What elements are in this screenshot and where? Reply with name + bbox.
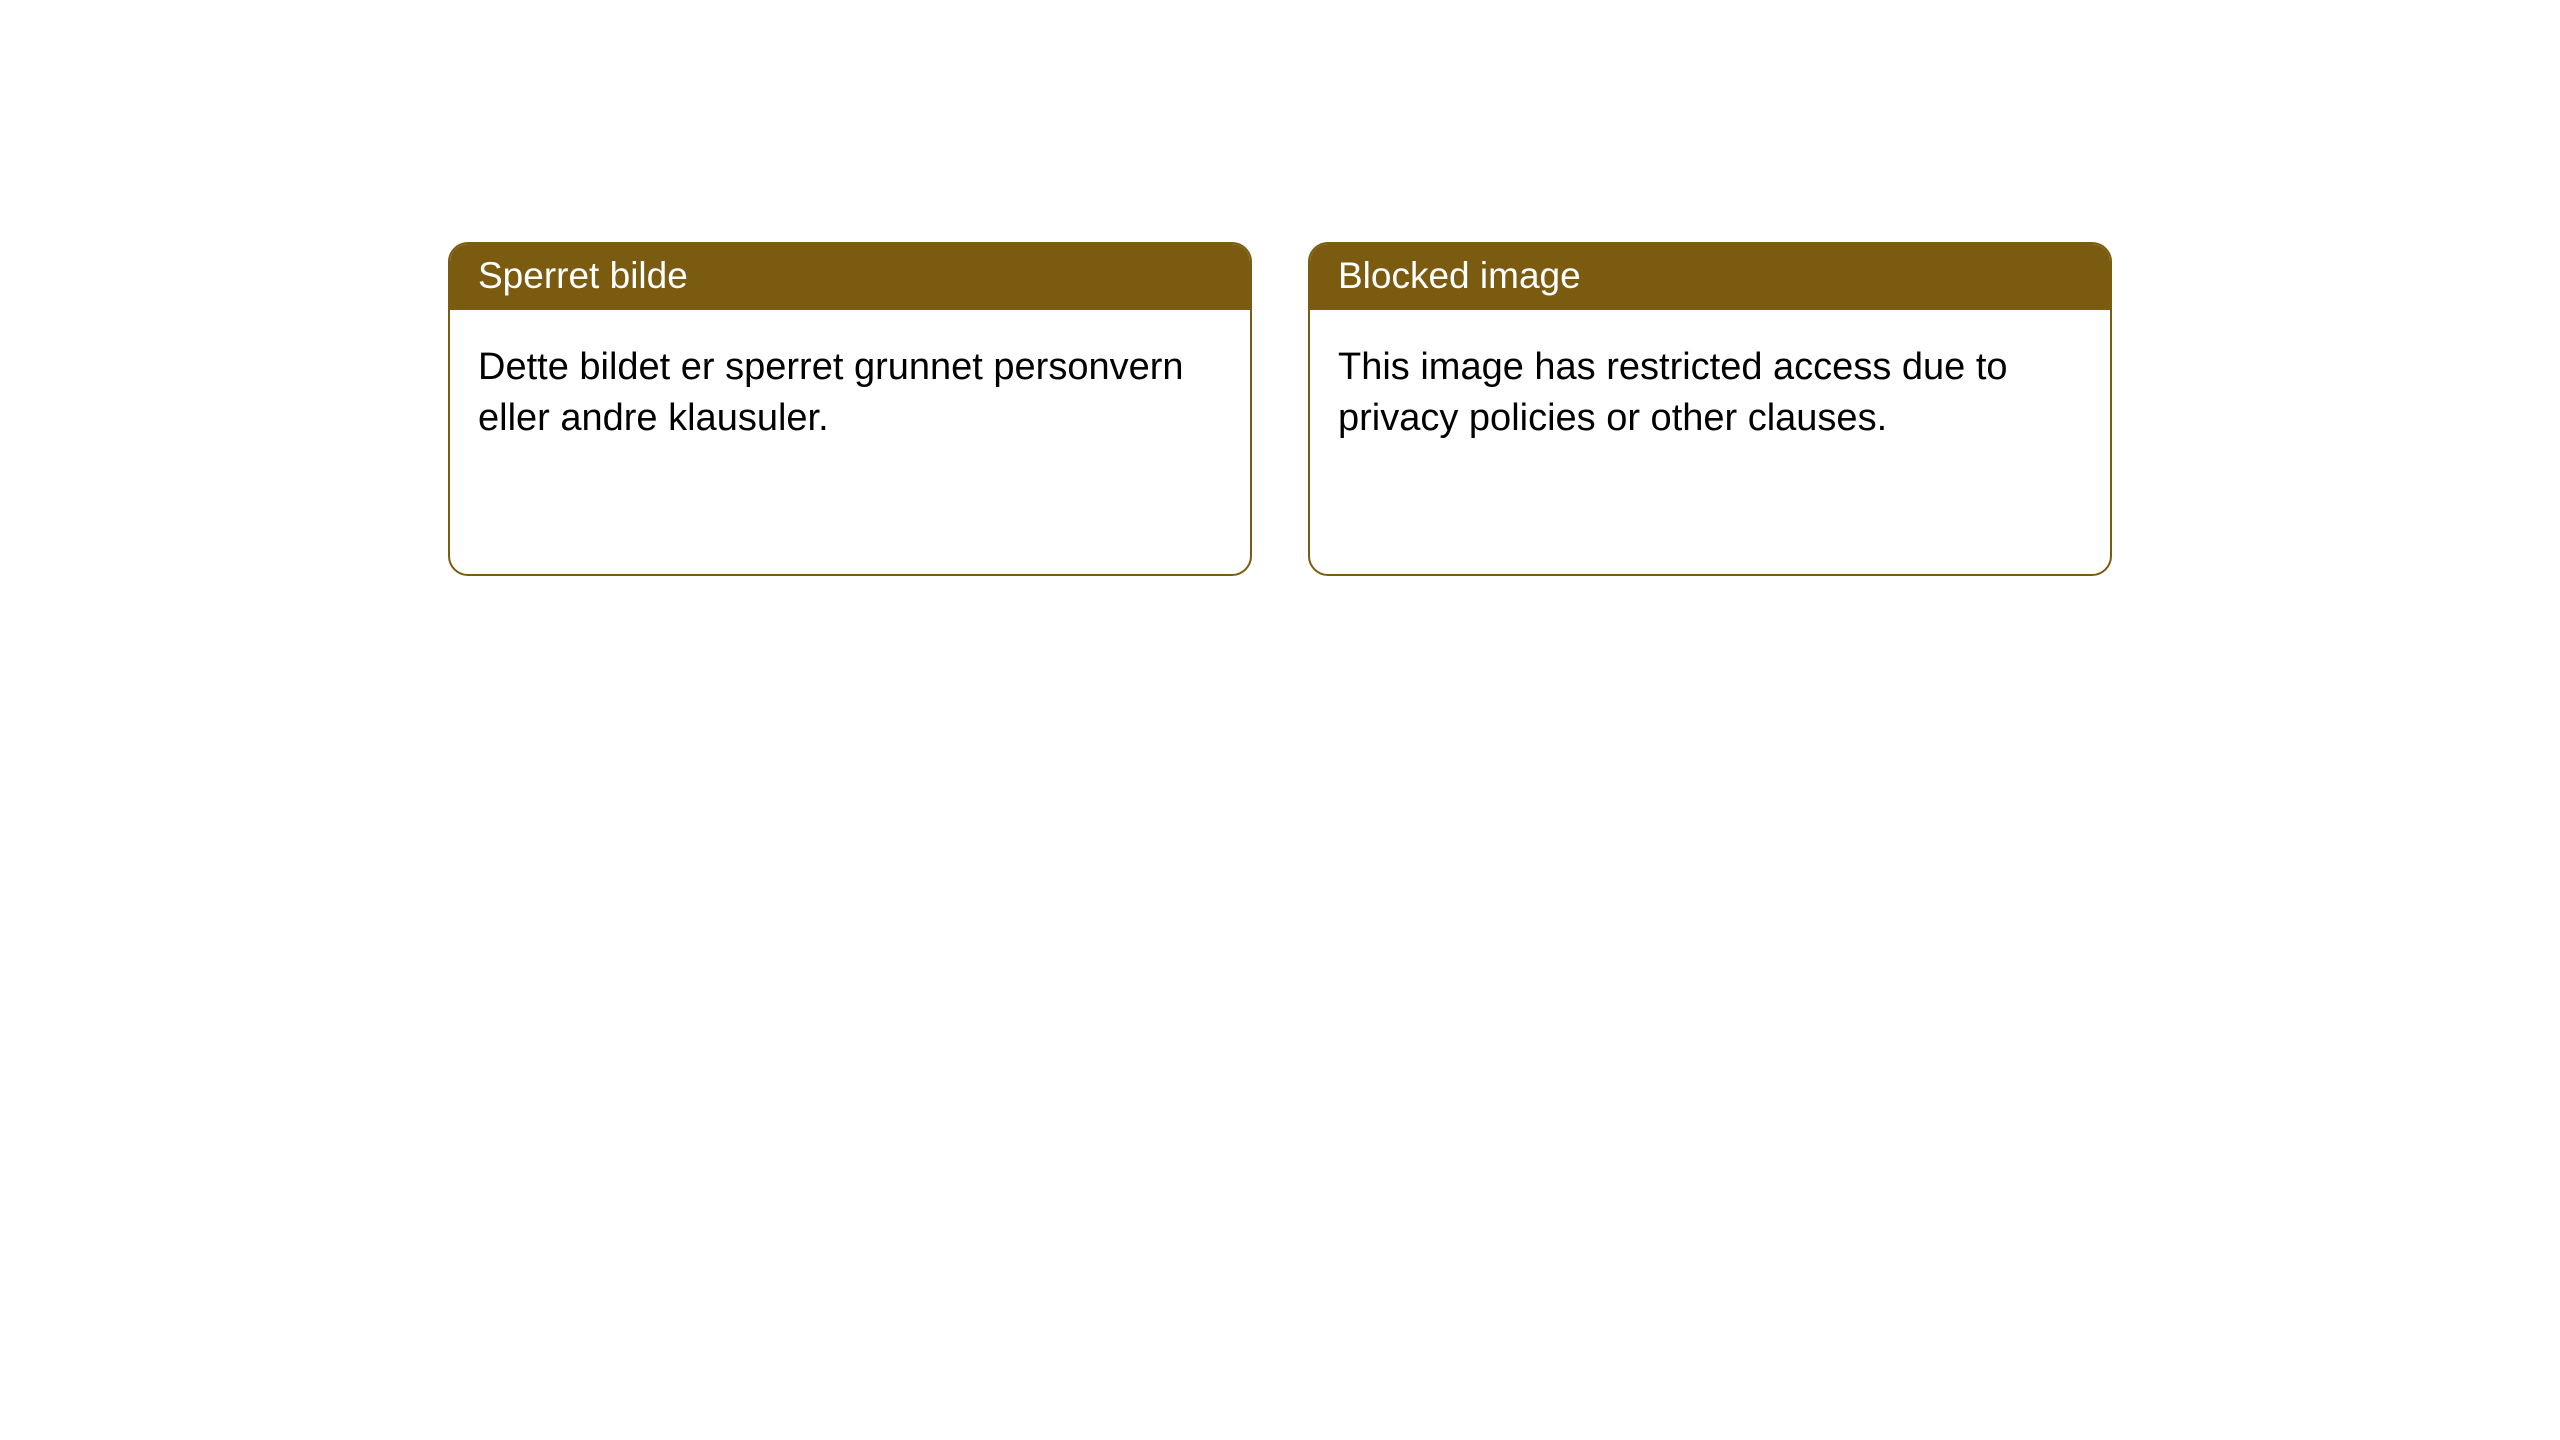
notice-body-en: This image has restricted access due to … [1310,310,2110,476]
notice-title-en: Blocked image [1310,244,2110,310]
notice-container: Sperret bilde Dette bildet er sperret gr… [0,0,2560,576]
notice-title-no: Sperret bilde [450,244,1250,310]
notice-body-no: Dette bildet er sperret grunnet personve… [450,310,1250,476]
notice-card-no: Sperret bilde Dette bildet er sperret gr… [448,242,1252,576]
notice-card-en: Blocked image This image has restricted … [1308,242,2112,576]
